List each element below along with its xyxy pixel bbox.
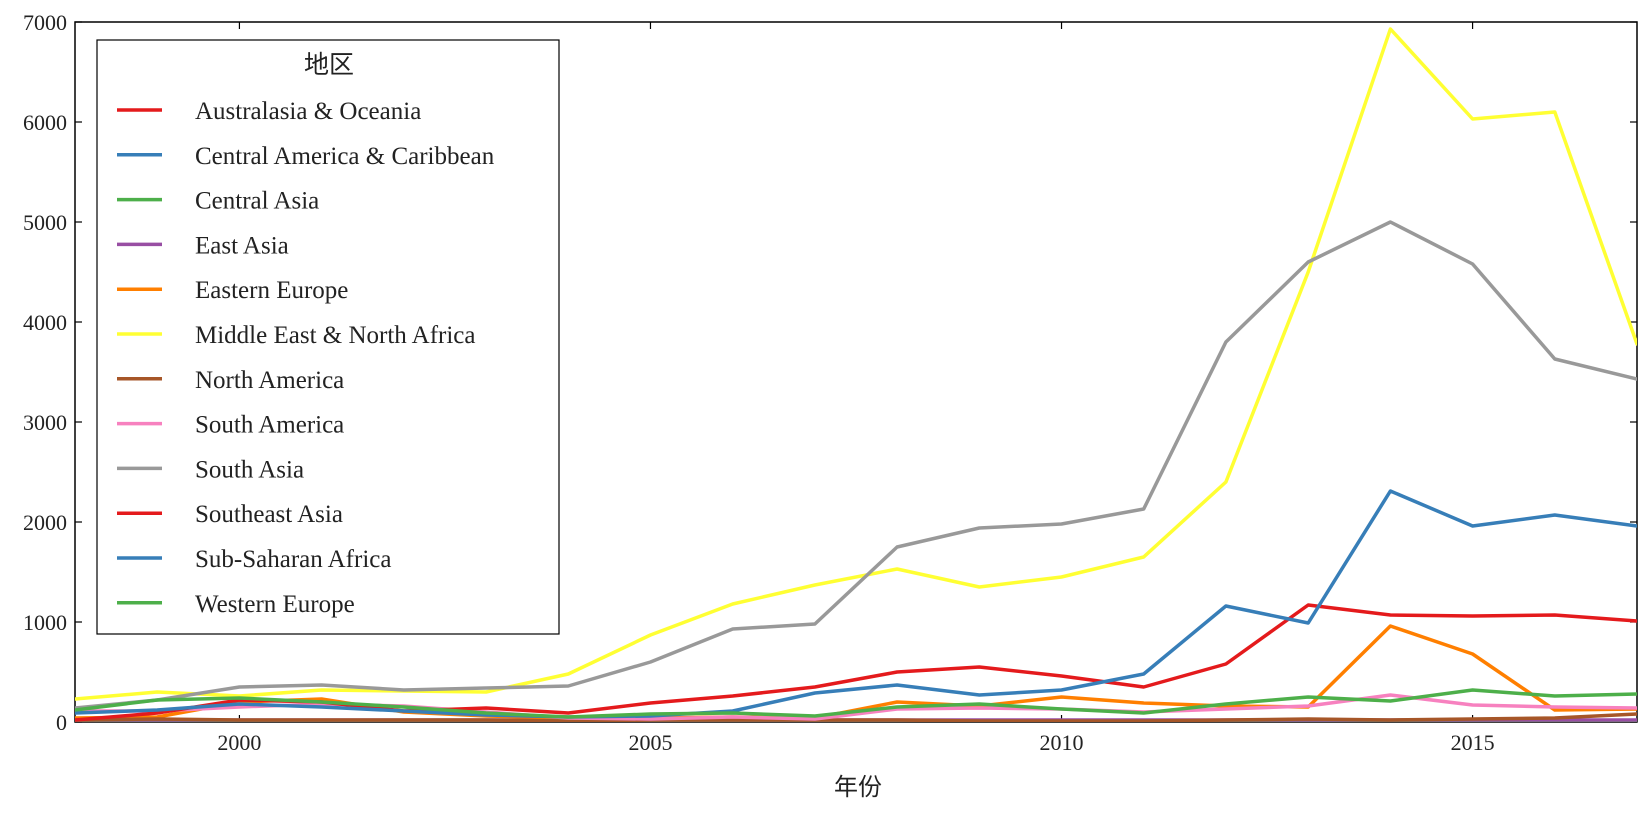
legend-label-2: Central Asia <box>195 188 319 215</box>
y-tick-label: 6000 <box>23 110 67 135</box>
series-line-5 <box>75 27 1637 701</box>
y-tick-label: 3000 <box>23 410 67 435</box>
legend-label-4: Eastern Europe <box>195 277 348 304</box>
x-tick-label: 2000 <box>217 730 261 755</box>
legend-label-10: Sub-Saharan Africa <box>195 546 391 573</box>
legend-box <box>96 39 560 635</box>
y-tick-label: 7000 <box>23 10 67 35</box>
series-line-6 <box>75 712 1637 722</box>
legend-label-9: Southeast Asia <box>195 501 343 528</box>
x-tick-label: 2015 <box>1451 730 1495 755</box>
legend-label-11: Western Europe <box>195 591 355 618</box>
y-tick-label: 5000 <box>23 210 67 235</box>
y-tick-label: 4000 <box>23 310 67 335</box>
legend-title: 地区 <box>304 50 354 79</box>
legend: 地区 Australasia & Oceania Central America &… <box>96 39 560 635</box>
legend-label-8: South Asia <box>195 456 304 483</box>
series-line-8 <box>75 220 1637 710</box>
x-axis-label: 年份 <box>834 773 882 801</box>
y-tick-label: 2000 <box>23 510 67 535</box>
legend-label-3: East Asia <box>195 232 289 259</box>
legend-label-5: Middle East & North Africa <box>195 322 476 349</box>
x-tick-label: 2010 <box>1040 730 1084 755</box>
legend-label-1: Central America & Caribbean <box>195 143 495 170</box>
legend-label-7: South America <box>195 412 344 439</box>
y-tick-label: 1000 <box>23 610 67 635</box>
series-line-10 <box>75 489 1637 719</box>
x-tick-label: 2005 <box>628 730 672 755</box>
legend-label-0: Australasia & Oceania <box>195 98 421 125</box>
series-line-11 <box>75 688 1637 719</box>
y-tick-label: 0 <box>56 710 67 735</box>
series-lines <box>75 27 1637 722</box>
legend-label-6: North America <box>195 367 344 394</box>
